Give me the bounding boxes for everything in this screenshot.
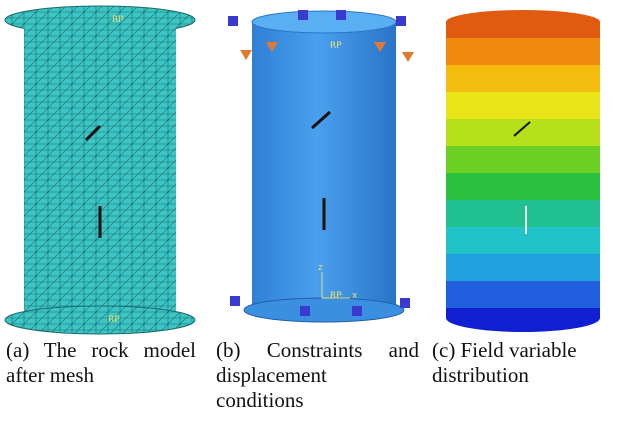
rp-label: RP <box>330 291 342 301</box>
figure: RP RP RP RP z x ( <box>0 0 619 434</box>
constrained-model: RP RP z x <box>228 10 414 322</box>
field-distribution <box>446 8 600 338</box>
axis-label: x <box>352 291 358 301</box>
caption: (c) Field variable distribution <box>432 338 616 388</box>
axis-label: z <box>318 263 323 273</box>
caption: (a) The rock model after mesh <box>6 338 196 388</box>
caption: (b) Constraints and displacement conditi… <box>216 338 419 413</box>
rp-label: RP <box>330 41 342 51</box>
figure-images: RP RP RP RP z x <box>0 0 619 340</box>
meshed-model: RP RP <box>5 6 195 334</box>
rp-label: RP <box>108 315 120 325</box>
rp-label: RP <box>112 15 124 25</box>
